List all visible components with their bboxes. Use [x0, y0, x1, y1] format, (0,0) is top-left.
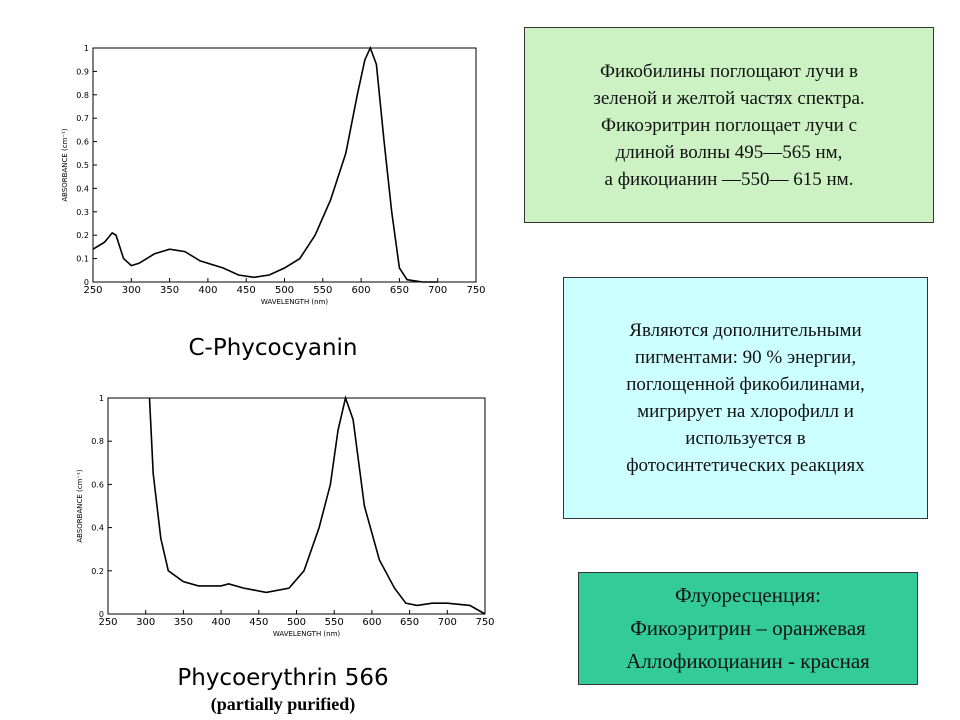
x-tick-label: 250	[98, 617, 117, 628]
text-line: Фикобилины поглощают лучи в	[599, 60, 859, 82]
x-tick-label: 300	[136, 617, 155, 628]
text-line: Фикоэритрин – оранжевая	[630, 616, 866, 640]
curve	[92, 45, 438, 283]
text-line: мигрирует на хлорофилл и	[637, 401, 854, 422]
y-tick-label: 0	[84, 278, 89, 287]
y-tick-label: 0.8	[91, 437, 104, 446]
text-line: Фикоэритрин поглощает лучи с	[600, 114, 858, 136]
text-line: Флуоресценция:	[675, 583, 821, 607]
x-tick-label: 600	[362, 617, 381, 628]
y-tick-label: 0.1	[76, 255, 89, 264]
text-line: фотосинтетических реакциях	[626, 455, 865, 476]
y-tick-label: 1	[84, 44, 89, 53]
plot-frame	[107, 397, 486, 615]
x-tick-label: 650	[390, 285, 409, 296]
y-tick-label: 0.8	[76, 91, 89, 100]
chart-title: Phycoerythrin 566	[177, 665, 388, 691]
text-line: а фикоцианин —550— 615 нм.	[604, 168, 854, 190]
x-tick-label: 500	[287, 617, 306, 628]
x-tick-label: 450	[237, 285, 256, 296]
y-tick-label: 0.7	[76, 114, 89, 123]
y-tick-label: 0.5	[76, 161, 89, 170]
x-tick-label: 550	[313, 285, 332, 296]
y-tick-label: 0.9	[76, 67, 89, 76]
y-tick-label: 1	[99, 394, 104, 403]
x-tick-label: 250	[83, 285, 102, 296]
y-tick-label: 0.4	[91, 524, 104, 533]
x-tick-label: 750	[475, 617, 494, 628]
text-line: используется в	[685, 428, 806, 449]
y-axis-label: ABSORBANCE (cm⁻¹)	[76, 469, 84, 543]
x-tick-label: 600	[352, 285, 371, 296]
x-axis-label: WAVELENGTH (nm)	[261, 298, 329, 306]
x-tick-label: 350	[160, 285, 179, 296]
text-box: Фикобилины поглощают лучи в зеленой и жел…	[524, 27, 934, 223]
text-line: длиной волны 495—565 нм,	[615, 141, 843, 163]
text-line: поглощенной фикобилинами,	[626, 374, 865, 395]
x-tick-label: 650	[400, 617, 419, 628]
chart-title: C-Phycocyanin	[188, 335, 357, 361]
curve	[148, 395, 486, 615]
x-tick-label: 350	[174, 617, 193, 628]
y-tick-label: 0.3	[76, 208, 89, 217]
chart-subtitle: (partially purified)	[211, 694, 356, 715]
y-tick-label: 0.4	[76, 184, 89, 193]
x-tick-label: 700	[438, 617, 457, 628]
x-axis-label: WAVELENGTH (nm)	[273, 630, 341, 638]
x-tick-label: 500	[275, 285, 294, 296]
x-tick-label: 550	[325, 617, 344, 628]
text-box: Являются дополнительными пигментами: 90 %…	[563, 277, 928, 519]
y-tick-label: 0.6	[91, 480, 104, 489]
plot-frame	[92, 47, 477, 283]
x-tick-label: 450	[249, 617, 268, 628]
text-line: Аллофикоцианин - красная	[626, 649, 870, 673]
text-box: Флуоресценция: Фикоэритрин – оранжевая Алл…	[578, 572, 918, 685]
y-tick-label: 0.6	[76, 138, 89, 147]
y-tick-label: 0.2	[76, 231, 89, 240]
x-tick-label: 750	[466, 285, 485, 296]
y-axis-label: ABSORBANCE (cm⁻¹)	[61, 128, 69, 202]
x-tick-label: 400	[198, 285, 217, 296]
text-line: Являются дополнительными	[629, 320, 862, 341]
x-tick-label: 300	[122, 285, 141, 296]
y-tick-label: 0	[99, 610, 104, 619]
y-tick-label: 0.2	[91, 567, 104, 576]
x-tick-label: 400	[212, 617, 231, 628]
text-line: зеленой и желтой частях спектра.	[593, 87, 865, 109]
text-line: пигментами: 90 % энергии,	[634, 347, 857, 368]
x-tick-label: 700	[428, 285, 447, 296]
